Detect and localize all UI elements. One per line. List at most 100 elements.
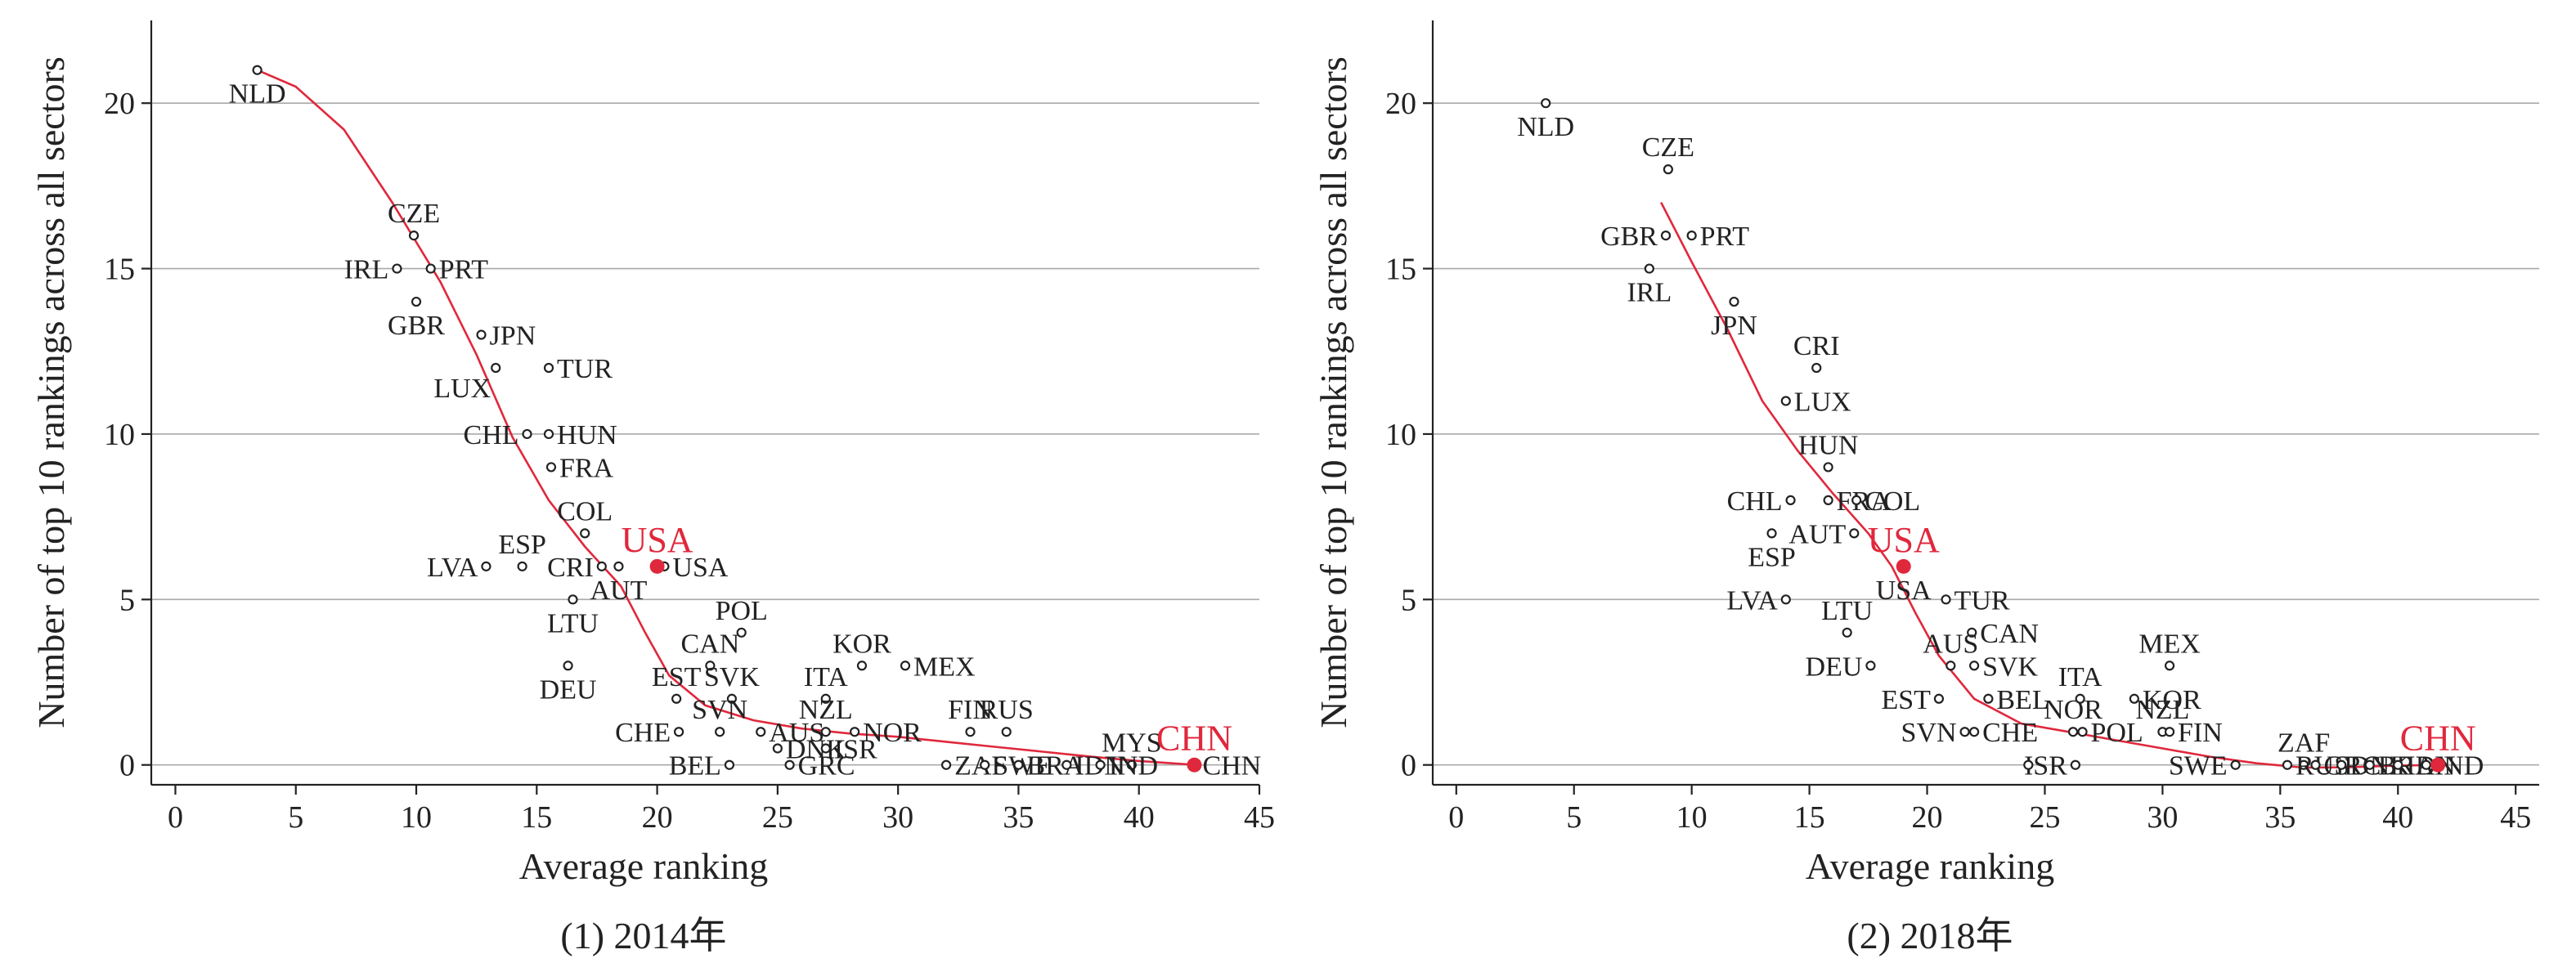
y-tick-label-15-2018: 15 [1385,253,1416,287]
point-label-esp-2018: ESP [1748,542,1796,572]
panel-2018: (2) 2018年 Average ranking Number of top … [1313,20,2539,956]
point-label-fin-2018: FIN [2178,718,2223,748]
point-label-jpn-2018: JPN [1711,311,1757,341]
x-tick-label-45-2014: 45 [1244,800,1275,835]
point-label-nzl-2018: NZL [2135,695,2189,725]
point-kor-2014 [856,661,868,671]
point-label-nor-2018: NOR [2044,695,2103,725]
point-idn-2018 [2393,759,2403,770]
panel-2014: (1) 2014年 Average ranking Number of top … [30,20,1275,956]
point-label-est-2018: EST [1881,685,1931,715]
point-col-2014 [580,528,590,539]
point-dnk-2018 [2336,759,2347,770]
x-tick-label-30-2014: 30 [882,800,913,835]
point-label-nld-2018: NLD [1517,112,1574,142]
y-tick-label-0-2018: 0 [1401,749,1416,783]
point-tur-2018 [1941,594,1951,605]
y-axis-label-2014: Number of top 10 rankings across all sec… [30,56,72,728]
x-tick-label-20-2014: 20 [642,800,673,835]
highlight-label-usa-2014: USA [622,520,693,560]
trend-curve-2018 [1660,202,2445,769]
point-jpn-2014 [476,329,487,340]
point-label-ita-2018: ITA [2058,662,2103,692]
point-label-fin-2014: FIN [948,695,993,725]
x-tick-label-25-2018: 25 [2029,800,2060,835]
point-isr-2018 [2070,759,2080,770]
point-nor-2018 [2067,727,2079,737]
point-label-cze-2014: CZE [388,199,440,229]
point-lva-2014 [481,561,491,571]
point-label-chl-2018: CHL [1727,486,1783,517]
point-pol-2014 [736,627,747,638]
point-cri-2018 [1811,362,1822,374]
point-fra-2014 [545,462,557,473]
point-nld-2018 [1541,98,1551,109]
point-fin-2014 [965,727,976,737]
y-tick-label-0-2014: 0 [119,749,135,783]
point-label-ltu-2018: LTU [1821,596,1873,626]
point-label-hun-2014: HUN [557,420,617,450]
point-irl-2014 [392,263,402,274]
point-est-2018 [1933,693,1945,704]
x-tick-label-10-2014: 10 [401,800,432,835]
point-label-mex-2014: MEX [913,652,976,682]
y-tick-label-10-2018: 10 [1385,418,1416,452]
point-unlabeled-34-2018 [2023,759,2034,770]
point-label-ita-2014: ITA [804,662,848,692]
point-mex-2018 [2164,661,2175,671]
point-hun-2018 [1823,462,1833,473]
point-rus-2018 [2282,759,2293,770]
point-label-lva-2018: LVA [1726,585,1778,616]
point-svn-2018 [1959,727,1970,737]
point-deu-2018 [1865,661,1876,671]
point-grc-2014 [784,759,795,770]
point-label-cri-2018: CRI [1793,331,1840,361]
point-label-fra-2018: FRA [1837,486,1892,517]
point-label-lux-2018: LUX [1794,387,1851,417]
highlight-point-usa-2014 [649,558,665,574]
point-aut-2018 [1849,528,1860,539]
point-fra-2018 [1823,495,1833,506]
point-svk-2018 [1969,661,1980,671]
point-label-gbr-2014: GBR [388,311,445,341]
caption-2014: (1) 2014年 [560,915,726,956]
point-col-2018 [1851,495,1862,506]
point-irl-2018 [1644,263,1654,274]
point-aus-2018 [1945,661,1956,671]
point-nld-2014 [252,65,263,75]
point-label-rus-2014: RUS [980,695,1034,725]
point-swe-2014 [980,759,990,770]
point-label-swe-2018: SWE [2169,751,2228,782]
point-can-2018 [1967,627,1977,638]
x-tick-label-45-2018: 45 [2500,800,2531,835]
point-kor-2018 [2129,693,2139,704]
point-label-irl-2018: IRL [1627,278,1672,308]
point-grc-2018 [2310,759,2321,770]
point-label-che-2018: CHE [1982,718,2038,748]
point-gbr-2018 [1660,230,1672,241]
x-tick-label-0-2014: 0 [168,800,183,835]
point-ltu-2018 [1842,627,1852,638]
point-svk-2014 [726,693,738,704]
point-label-svk-2018: SVK [1982,652,2038,682]
point-est-2014 [671,693,682,704]
point-cri-2014 [596,561,607,571]
point-cze-2014 [408,230,420,241]
point-label-can-2018: CAN [1980,619,2039,649]
point-label-che-2014: CHE [615,718,671,748]
highlight-label-chn-2018: CHN [2400,719,2476,759]
point-isr-2014 [820,743,831,754]
point-bel-2018 [1983,693,1994,704]
point-label-est-2014: EST [652,662,702,692]
point-label-lva-2014: LVA [427,553,478,583]
point-label-prt-2014: PRT [439,255,489,285]
point-ind-2014 [1095,759,1106,770]
point-label-jpn-2014: JPN [490,321,536,352]
point-label-esp-2014: ESP [498,530,546,560]
x-tick-label-30-2018: 30 [2147,800,2178,835]
point-label-aus-2014: AUS [769,718,824,748]
y-tick-label-20-2018: 20 [1385,87,1416,121]
point-swe-2018 [2230,759,2241,770]
